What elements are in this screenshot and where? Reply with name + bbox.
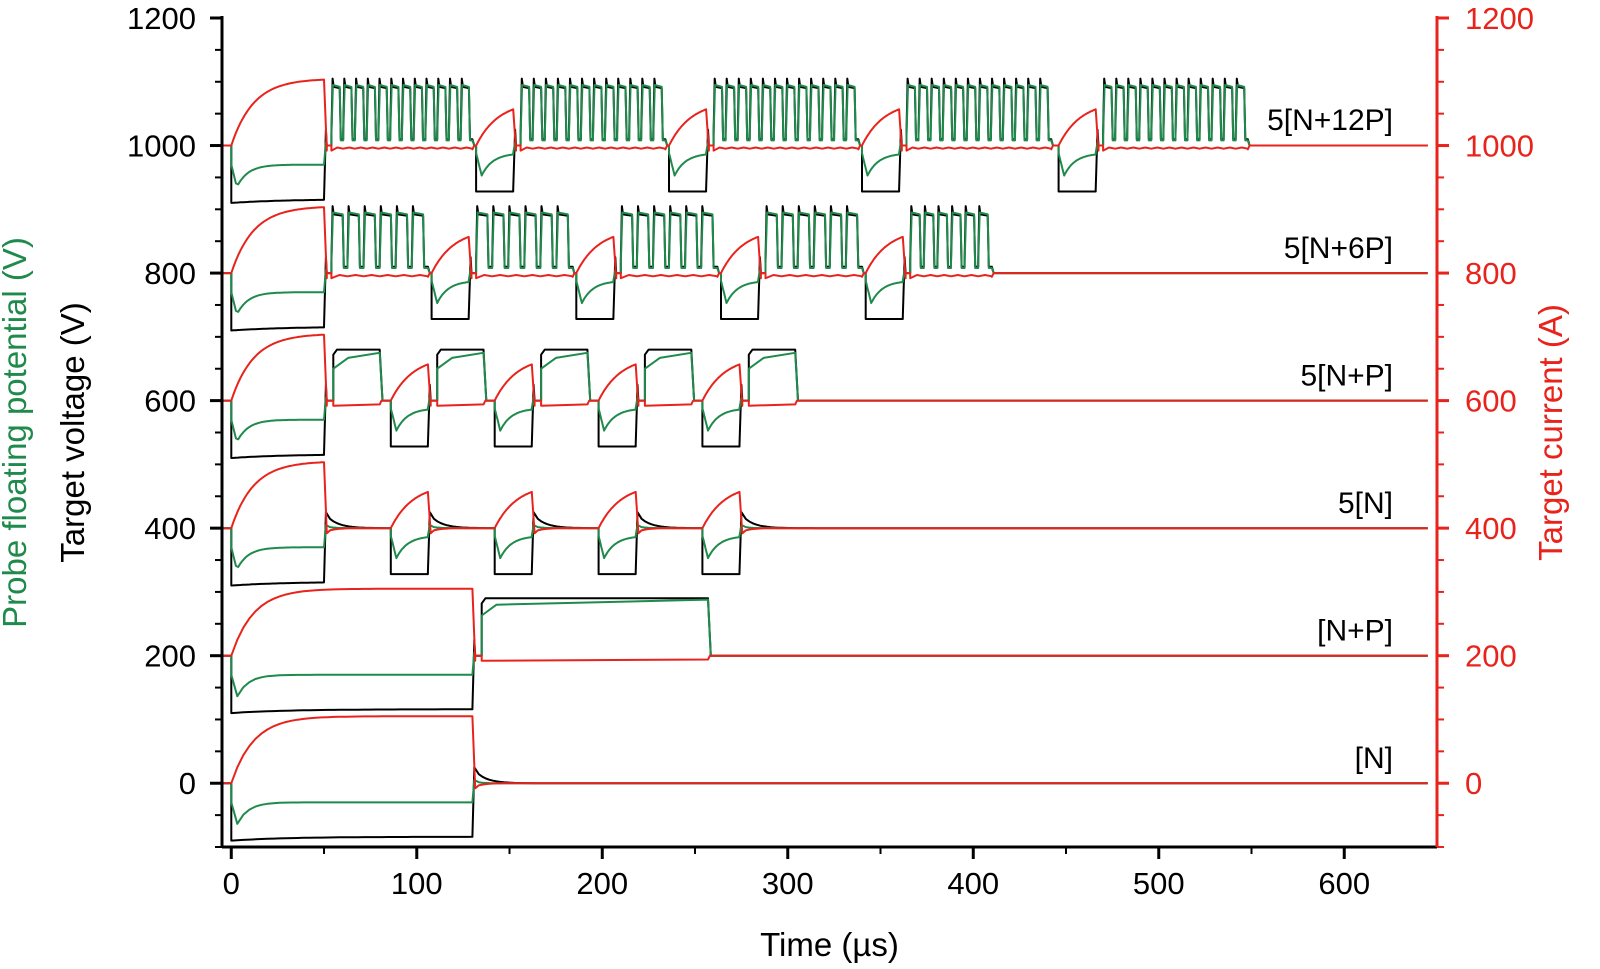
x-tick-label-6: 600 [1318,866,1370,901]
target-current-line-2 [222,461,1428,535]
x-axis-title: Time (µs) [760,926,899,963]
traces-layer [222,77,1428,842]
axes-layer: 0200400600800100012000200400600800100012… [0,1,1569,963]
series-labels-layer: [N] [N+P] 5[N] 5[N+P] 5[N+6P] 5[N+12P] [1267,104,1393,775]
right-tick-label-6: 1200 [1465,1,1534,36]
target-voltage-line-1 [222,597,1428,715]
left-tick-label-4: 800 [144,256,196,291]
left-tick-label-5: 1000 [127,129,196,164]
series-label-5: 5[N+12P] [1267,104,1393,137]
target-current-line-5 [222,78,1428,152]
target-current-line-0 [222,715,1428,790]
x-tick-label-4: 400 [947,866,999,901]
right-tick-label-0: 0 [1465,766,1482,801]
left-tick-label-2: 400 [144,511,196,546]
left-tick-label-3: 600 [144,384,196,419]
series-label-3: 5[N+P] [1300,359,1393,392]
target-voltage-line-4 [222,205,1428,332]
right-tick-label-5: 1000 [1465,129,1534,164]
series-label-2: 5[N] [1338,487,1393,520]
series-label-1: [N+P] [1317,614,1393,647]
series-label-4: 5[N+6P] [1284,232,1393,265]
left-axis-title-0: Probe floating potential (V) [0,237,33,628]
probe-potential-line-0 [222,779,1428,825]
left-tick-label-6: 1200 [127,1,196,36]
left-axis-title-1: Target voltage (V) [54,302,91,562]
right-tick-label-2: 400 [1465,511,1517,546]
right-tick-label-4: 800 [1465,256,1517,291]
probe-potential-line-4 [222,211,1428,313]
x-tick-label-3: 300 [762,866,814,901]
left-tick-label-1: 200 [144,639,196,674]
target-voltage-line-0 [222,766,1428,842]
x-tick-label-0: 0 [223,866,240,901]
probe-potential-line-1 [222,598,1428,698]
probe-potential-line-2 [222,524,1428,568]
probe-potential-line-3 [222,351,1428,441]
right-tick-label-1: 200 [1465,639,1517,674]
x-tick-label-2: 200 [576,866,628,901]
target-current-line-1 [222,587,1428,662]
probe-potential-line-5 [222,84,1428,186]
x-tick-label-5: 500 [1133,866,1185,901]
target-current-line-4 [222,206,1428,280]
left-tick-label-0: 0 [179,766,196,801]
x-tick-label-1: 100 [391,866,443,901]
right-tick-label-3: 600 [1465,384,1517,419]
right-axis-title: Target current (A) [1532,304,1569,561]
series-label-0: [N] [1355,742,1393,775]
target-voltage-line-3 [222,348,1428,459]
target-current-line-3 [222,333,1428,407]
